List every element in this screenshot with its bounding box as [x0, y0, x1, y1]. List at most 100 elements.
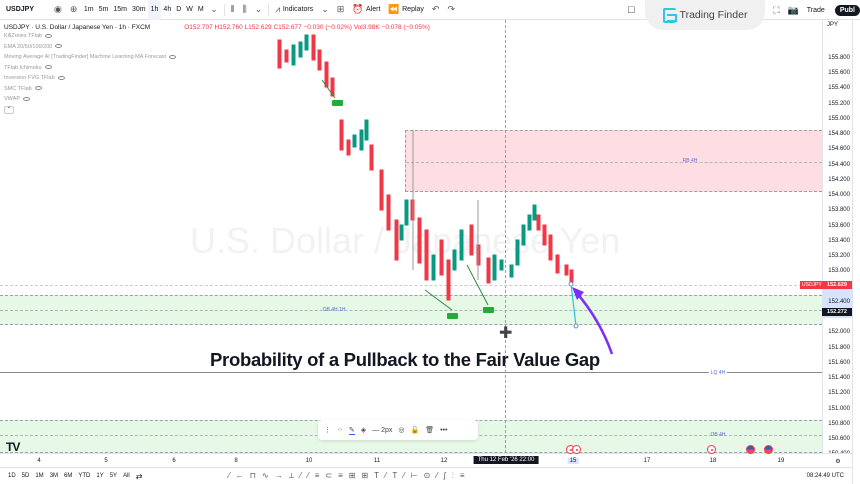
divider: [223, 3, 225, 16]
publish-button[interactable]: Publ: [834, 4, 860, 16]
legend-indicator[interactable]: Moving Average AI [TradingFinder] Machin…: [4, 52, 430, 63]
line-width-button[interactable]: — 2px: [372, 426, 393, 434]
tradingview-logo[interactable]: TV: [6, 440, 20, 454]
clock[interactable]: 08:24:49 UTC: [806, 473, 844, 479]
interval-30m[interactable]: 30m: [132, 6, 146, 13]
currency-label[interactable]: JPY: [827, 22, 839, 28]
brand-name: Trading Finder: [679, 9, 748, 21]
trade-button[interactable]: Trade: [806, 6, 825, 14]
goto-date-icon[interactable]: ⇄: [135, 471, 143, 481]
legend-indicator[interactable]: VWAP: [4, 94, 430, 105]
settings-icon[interactable]: ◎: [398, 427, 405, 434]
price-axis[interactable]: JPY 155.800 155.600 155.400 155.200 155.…: [822, 20, 853, 457]
eye-icon[interactable]: ◉: [54, 4, 62, 14]
add-symbol-icon[interactable]: ⊕: [69, 4, 78, 14]
eye-icon[interactable]: [44, 65, 52, 70]
range-5d[interactable]: 5D: [21, 473, 30, 479]
legend-indicator[interactable]: SMC TFlab: [4, 84, 430, 95]
rb-4h-zone[interactable]: [405, 130, 822, 192]
legend-indicator[interactable]: KillZones TFlab: [4, 31, 430, 42]
us-flag-event-icon[interactable]: [764, 445, 773, 454]
crosshair-price-tag: 152.272: [822, 308, 852, 316]
indicators-button[interactable]: ⩘ Indicators: [271, 0, 317, 20]
camera-icon[interactable]: 📷: [787, 4, 799, 15]
fill-color-icon[interactable]: ◈: [360, 427, 367, 434]
chart-pane[interactable]: U.S. Dollar / Japanese Yen RB 4H OB 4H.1…: [0, 20, 822, 453]
trading-finder-logo: Trading Finder: [645, 0, 765, 30]
right-sidebar-strip: [852, 20, 860, 484]
lq-4h-label: LQ 4H: [708, 370, 728, 376]
interval-w[interactable]: W: [186, 6, 193, 13]
price-label: 153.200: [828, 253, 850, 259]
interval-1m[interactable]: 1m: [83, 6, 94, 13]
range-ytd[interactable]: YTD: [78, 473, 91, 479]
range-1m[interactable]: 1M: [35, 473, 44, 479]
chevron-down-icon[interactable]: ⌄: [254, 4, 263, 14]
indicator-name: VWAP: [4, 96, 20, 102]
range-6m[interactable]: 6M: [64, 473, 73, 479]
us-flag-event-icon[interactable]: [746, 445, 755, 454]
alert-button[interactable]: ⏰ Alert: [348, 0, 384, 20]
event-icon[interactable]: [707, 445, 716, 454]
interval-5m[interactable]: 5m: [98, 6, 109, 13]
legend-indicator[interactable]: EMA 20/50/100/200: [4, 42, 430, 53]
more-icon[interactable]: •••: [440, 426, 448, 434]
range-3m[interactable]: 3M: [49, 473, 59, 479]
range-all[interactable]: All: [123, 473, 130, 479]
eye-icon[interactable]: [55, 44, 63, 49]
lock-icon[interactable]: 🔓: [410, 427, 420, 434]
replay-label: Replay: [402, 6, 424, 13]
templates-icon[interactable]: ⁘: [337, 427, 343, 434]
symbol-search-button[interactable]: USDJPY: [6, 6, 35, 13]
replay-button[interactable]: ⏪ Replay: [384, 0, 428, 20]
range-1d[interactable]: 1D: [8, 473, 16, 479]
trash-icon[interactable]: 🗑: [425, 427, 435, 434]
legend-symbol-title[interactable]: USDJPY · U.S. Dollar / Japanese Yen · 1h…: [4, 24, 151, 31]
candle-style-icon[interactable]: ⫼: [242, 4, 247, 14]
signal-badge: [447, 313, 458, 319]
undo-icon[interactable]: ↶: [431, 4, 440, 14]
eye-icon[interactable]: [34, 86, 42, 91]
templates-icon[interactable]: ⊞: [336, 4, 345, 14]
chevron-down-icon[interactable]: ⌄: [210, 4, 218, 14]
interval-m[interactable]: M: [197, 6, 204, 13]
ob-4h-1h-zone[interactable]: [0, 295, 822, 325]
legend-indicator[interactable]: TFlab Ichimoku: [4, 63, 430, 74]
eye-icon[interactable]: [169, 54, 177, 59]
fullscreen-icon[interactable]: ⛶: [773, 4, 780, 15]
signal-badge: [483, 307, 494, 313]
interval-4h[interactable]: 4h: [163, 6, 172, 13]
chevron-down-icon[interactable]: ⌄: [321, 4, 329, 14]
divider: [268, 3, 270, 16]
legend-indicator[interactable]: Inversion FVG TFlab: [4, 73, 430, 84]
layout-icon[interactable]: ☐: [627, 4, 636, 15]
lq-4h-line[interactable]: [0, 372, 822, 373]
collapse-legend-button[interactable]: ⌃: [4, 105, 14, 114]
price-label: 152.400: [828, 299, 850, 305]
indicator-name: KillZones TFlab: [4, 33, 43, 39]
redo-icon[interactable]: ↷: [447, 4, 456, 14]
drawing-toolbar: ⋮ ⁘ ✎ ◈ — 2px ◎ 🔓 🗑 •••: [318, 420, 478, 440]
interval-1h[interactable]: 1h: [148, 0, 161, 20]
time-label: 17: [643, 458, 651, 464]
range-5y[interactable]: 5Y: [109, 473, 118, 479]
price-label: 151.800: [828, 345, 850, 351]
price-label: 150.600: [828, 436, 850, 442]
bottom-bar: 1D 5D 1M 3M 6M YTD 1Y 5Y All ⇄ ⁄←⊓∿→⟂⁄⁄≡…: [0, 467, 852, 484]
bar-style-icon[interactable]: ⫴: [230, 4, 235, 14]
eye-icon[interactable]: [45, 33, 53, 38]
eye-icon[interactable]: [23, 96, 30, 101]
interval-15m[interactable]: 15m: [113, 6, 127, 13]
pencil-color-icon[interactable]: ✎: [348, 426, 355, 435]
price-label: 152.000: [828, 329, 850, 335]
price-label: 150.800: [828, 421, 850, 427]
time-axis[interactable]: 4 5 6 8 10 11 12 15 17 18 19 Thu 12 Feb …: [0, 453, 852, 467]
range-1y[interactable]: 1Y: [96, 473, 104, 479]
drag-handle-icon[interactable]: ⋮: [324, 427, 331, 434]
drawing-tools-strip-icon[interactable]: ⁄←⊓∿→⟂⁄⁄≡⊂≡⊞⊞T⁄T⁄⊢⊙⁄∫⫶≡: [228, 471, 471, 480]
settings-gear-icon[interactable]: ⚙: [835, 459, 841, 465]
ob-4h-label: OB 4H: [710, 432, 726, 438]
eye-icon[interactable]: [57, 75, 65, 80]
interval-d[interactable]: D: [176, 6, 182, 13]
event-icon[interactable]: [572, 445, 581, 454]
